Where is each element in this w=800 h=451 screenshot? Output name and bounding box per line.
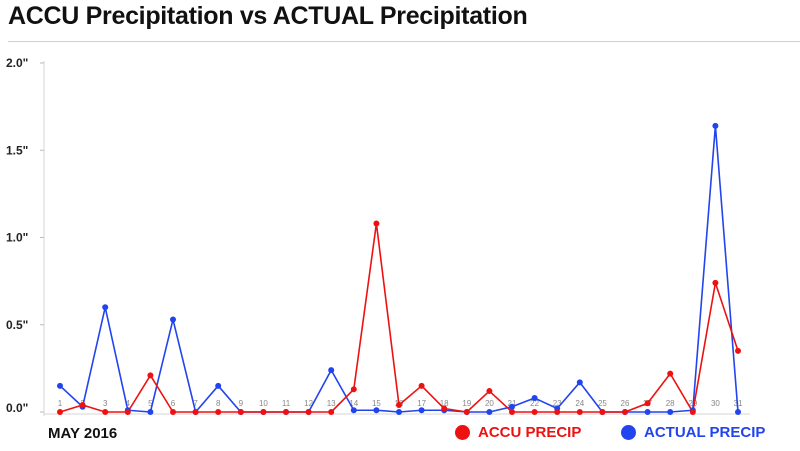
- y-tick-label: 0.5": [6, 318, 28, 332]
- x-tick-label: 9: [239, 399, 244, 408]
- x-tick-label: 10: [259, 399, 268, 408]
- data-point-actual-precip: [509, 403, 515, 410]
- y-tick-label: 2.0": [6, 56, 28, 70]
- data-point-actual-precip: [396, 409, 402, 415]
- data-point-accu-precip: [283, 409, 289, 415]
- legend-accu-label: ACCU PRECIP: [478, 424, 582, 441]
- x-tick-label: 14: [349, 399, 358, 408]
- x-tick-label: 13: [327, 399, 336, 408]
- data-point-accu-precip: [689, 409, 696, 415]
- data-point-accu-precip: [237, 409, 244, 415]
- legend-item-actual-precip: ACTUAL PRECIP: [621, 424, 765, 441]
- x-tick-label: 22: [530, 399, 539, 408]
- data-point-accu-precip: [622, 409, 628, 415]
- y-axis-ticks: 0.0" 0.5" 1.0" 1.5" 2.0": [6, 56, 44, 415]
- data-point-accu-precip: [328, 409, 335, 415]
- x-tick-label: 31: [734, 399, 743, 408]
- x-tick-label: 3: [103, 399, 108, 408]
- x-tick-label: 7: [193, 399, 198, 408]
- data-point-actual-precip: [170, 316, 176, 323]
- data-point-actual-precip: [735, 409, 741, 415]
- series-lines: [59, 125, 739, 413]
- data-point-accu-precip: [531, 409, 538, 415]
- data-point-accu-precip: [599, 409, 606, 415]
- data-point-accu-precip: [554, 409, 561, 415]
- data-point-actual-precip: [102, 304, 109, 311]
- data-point-accu-precip: [576, 409, 583, 415]
- data-point-accu-precip: [486, 388, 493, 395]
- data-point-accu-precip: [350, 386, 357, 393]
- data-point-actual-precip: [215, 382, 222, 389]
- x-tick-label: 25: [598, 399, 607, 408]
- data-point-accu-precip: [509, 409, 515, 415]
- x-tick-label: 30: [711, 399, 720, 408]
- data-point-actual-precip: [373, 407, 380, 414]
- series-line-actual-precip: [59, 125, 739, 413]
- y-tick-label: 0.0": [6, 401, 28, 415]
- data-point-accu-precip: [373, 220, 380, 227]
- series-points: [57, 122, 741, 415]
- x-tick-label: 20: [485, 399, 494, 408]
- data-point-accu-precip: [305, 409, 312, 415]
- data-point-accu-precip: [667, 370, 674, 377]
- data-point-actual-precip: [328, 367, 335, 374]
- legend-actual-label: ACTUAL PRECIP: [644, 424, 766, 441]
- data-point-actual-precip: [667, 409, 674, 415]
- data-point-accu-precip: [396, 402, 402, 409]
- data-point-accu-precip: [147, 372, 154, 379]
- y-tick-label: 1.0": [6, 231, 28, 245]
- legend-accu-dot-icon: [455, 425, 470, 440]
- x-tick-label: 17: [417, 399, 426, 408]
- data-point-accu-precip: [170, 409, 176, 415]
- data-point-accu-precip: [260, 409, 267, 415]
- x-tick-label: 4: [126, 399, 131, 408]
- x-tick-label: 21: [508, 399, 517, 408]
- y-tick-label: 1.5": [6, 143, 28, 157]
- legend-item-accu-precip: ACCU PRECIP: [455, 424, 581, 441]
- data-point-actual-precip: [350, 407, 357, 414]
- data-point-actual-precip: [147, 409, 154, 415]
- data-point-accu-precip: [463, 409, 470, 415]
- data-point-accu-precip: [712, 279, 719, 286]
- data-point-accu-precip: [124, 409, 131, 415]
- x-tick-label: 26: [621, 399, 630, 408]
- x-tick-label: 8: [216, 399, 221, 408]
- data-point-actual-precip: [486, 409, 493, 415]
- data-point-accu-precip: [735, 347, 741, 354]
- x-tick-label: 5: [148, 399, 153, 408]
- data-point-actual-precip: [531, 395, 538, 402]
- data-point-accu-precip: [102, 409, 109, 415]
- x-tick-label: 1: [58, 399, 63, 408]
- x-tick-label: 28: [666, 399, 675, 408]
- data-point-accu-precip: [57, 409, 63, 415]
- x-tick-label: 19: [462, 399, 471, 408]
- x-tick-label: 15: [372, 399, 381, 408]
- data-point-actual-precip: [712, 122, 719, 129]
- data-point-actual-precip: [418, 407, 425, 414]
- data-point-accu-precip: [215, 409, 222, 415]
- data-point-accu-precip: [79, 402, 86, 409]
- data-point-actual-precip: [576, 379, 583, 386]
- chart-axes: [43, 61, 750, 416]
- data-point-accu-precip: [644, 400, 651, 407]
- x-tick-label: 18: [440, 399, 449, 408]
- x-tick-label: 6: [171, 399, 176, 408]
- data-point-accu-precip: [192, 409, 199, 415]
- legend-actual-dot-icon: [621, 425, 636, 440]
- x-tick-label: 23: [553, 399, 562, 408]
- series-line-accu-precip: [59, 222, 739, 413]
- x-tick-label: 12: [304, 399, 313, 408]
- data-point-actual-precip: [57, 382, 63, 389]
- x-tick-label: 11: [282, 399, 291, 408]
- x-axis-ticks: 1234567891011121314151617181920212223242…: [58, 399, 743, 408]
- data-point-accu-precip: [418, 382, 425, 389]
- x-axis-label: MAY 2016: [48, 425, 118, 442]
- data-point-accu-precip: [441, 405, 448, 412]
- title-divider: [8, 41, 800, 42]
- x-tick-label: 24: [575, 399, 584, 408]
- data-point-actual-precip: [644, 409, 651, 415]
- chart-title: ACCU Precipitation vs ACTUAL Precipitati…: [8, 2, 528, 30]
